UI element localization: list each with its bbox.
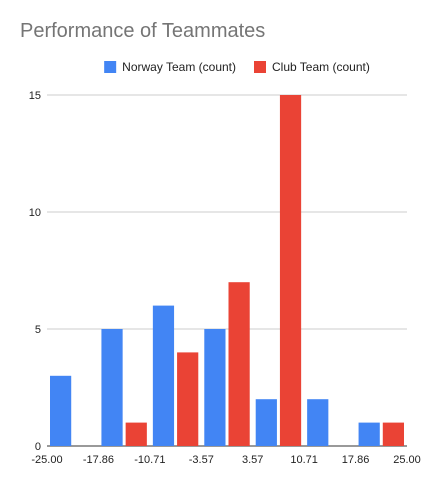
bar	[101, 329, 123, 446]
x-tick-label: -25.00	[31, 454, 62, 466]
legend-label: Club Team (count)	[272, 60, 370, 74]
chart-title: Performance of Teammates	[20, 20, 266, 42]
x-tick-label: 25.00	[393, 454, 421, 466]
x-tick-label: 17.86	[342, 454, 370, 466]
bar	[204, 329, 226, 446]
bar	[125, 422, 147, 446]
bar	[228, 282, 250, 446]
bar	[358, 422, 380, 446]
x-tick-label: -10.71	[134, 454, 165, 466]
x-tick-label: -17.86	[83, 454, 114, 466]
x-tick-label: 10.71	[290, 454, 318, 466]
bar	[152, 305, 175, 446]
x-tick-label: -3.57	[189, 454, 214, 466]
bar	[177, 352, 199, 446]
legend-label: Norway Team (count)	[122, 60, 236, 74]
bar	[279, 95, 302, 446]
y-tick-label: 15	[29, 90, 41, 102]
bar	[50, 375, 72, 446]
legend-swatch	[104, 61, 117, 73]
bar	[307, 399, 329, 446]
y-tick-label: 0	[35, 441, 41, 453]
y-tick-label: 10	[29, 207, 41, 219]
x-tick-label: 3.57	[242, 454, 263, 466]
legend-swatch	[254, 61, 266, 73]
y-tick-label: 5	[35, 324, 41, 336]
bar	[382, 422, 404, 446]
bar	[255, 399, 277, 446]
